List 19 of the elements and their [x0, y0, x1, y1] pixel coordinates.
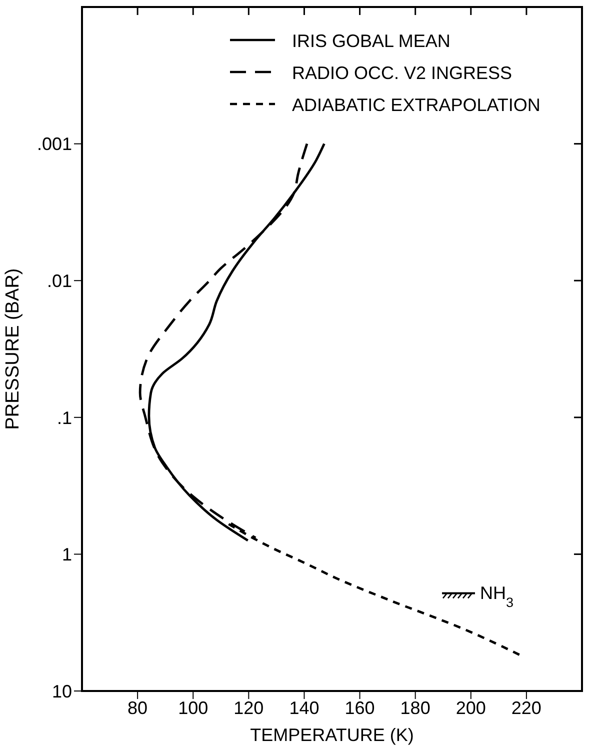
x-tick-label: 80 — [128, 698, 148, 718]
y-tick-label: 10 — [52, 681, 72, 702]
x-axis-title: TEMPERATURE (K) — [250, 725, 414, 745]
x-tick-label: 220 — [511, 698, 542, 718]
y-tick-label: 1 — [62, 544, 72, 565]
x-tick-label: 180 — [400, 698, 430, 718]
x-tick-label: 160 — [344, 698, 375, 718]
x-tick-label: 120 — [234, 698, 264, 718]
legend-label: IRIS GOBAL MEAN — [292, 31, 450, 51]
y-axis-title: PRESSURE (BAR) — [2, 268, 24, 430]
x-tick-label: 200 — [456, 698, 486, 718]
y-tick-label: .1 — [56, 408, 72, 428]
annotation: NH$_{3}$ — [480, 583, 514, 610]
y-tick-label: .01 — [46, 270, 72, 291]
legend-label: RADIO OCC. V2 INGRESS — [292, 63, 512, 83]
legend-label: ADIABATIC EXTRAPOLATION — [292, 95, 540, 115]
x-tick-label: 140 — [289, 698, 320, 718]
y-tick-label: .001 — [36, 134, 72, 154]
x-tick-label: 100 — [178, 698, 208, 718]
